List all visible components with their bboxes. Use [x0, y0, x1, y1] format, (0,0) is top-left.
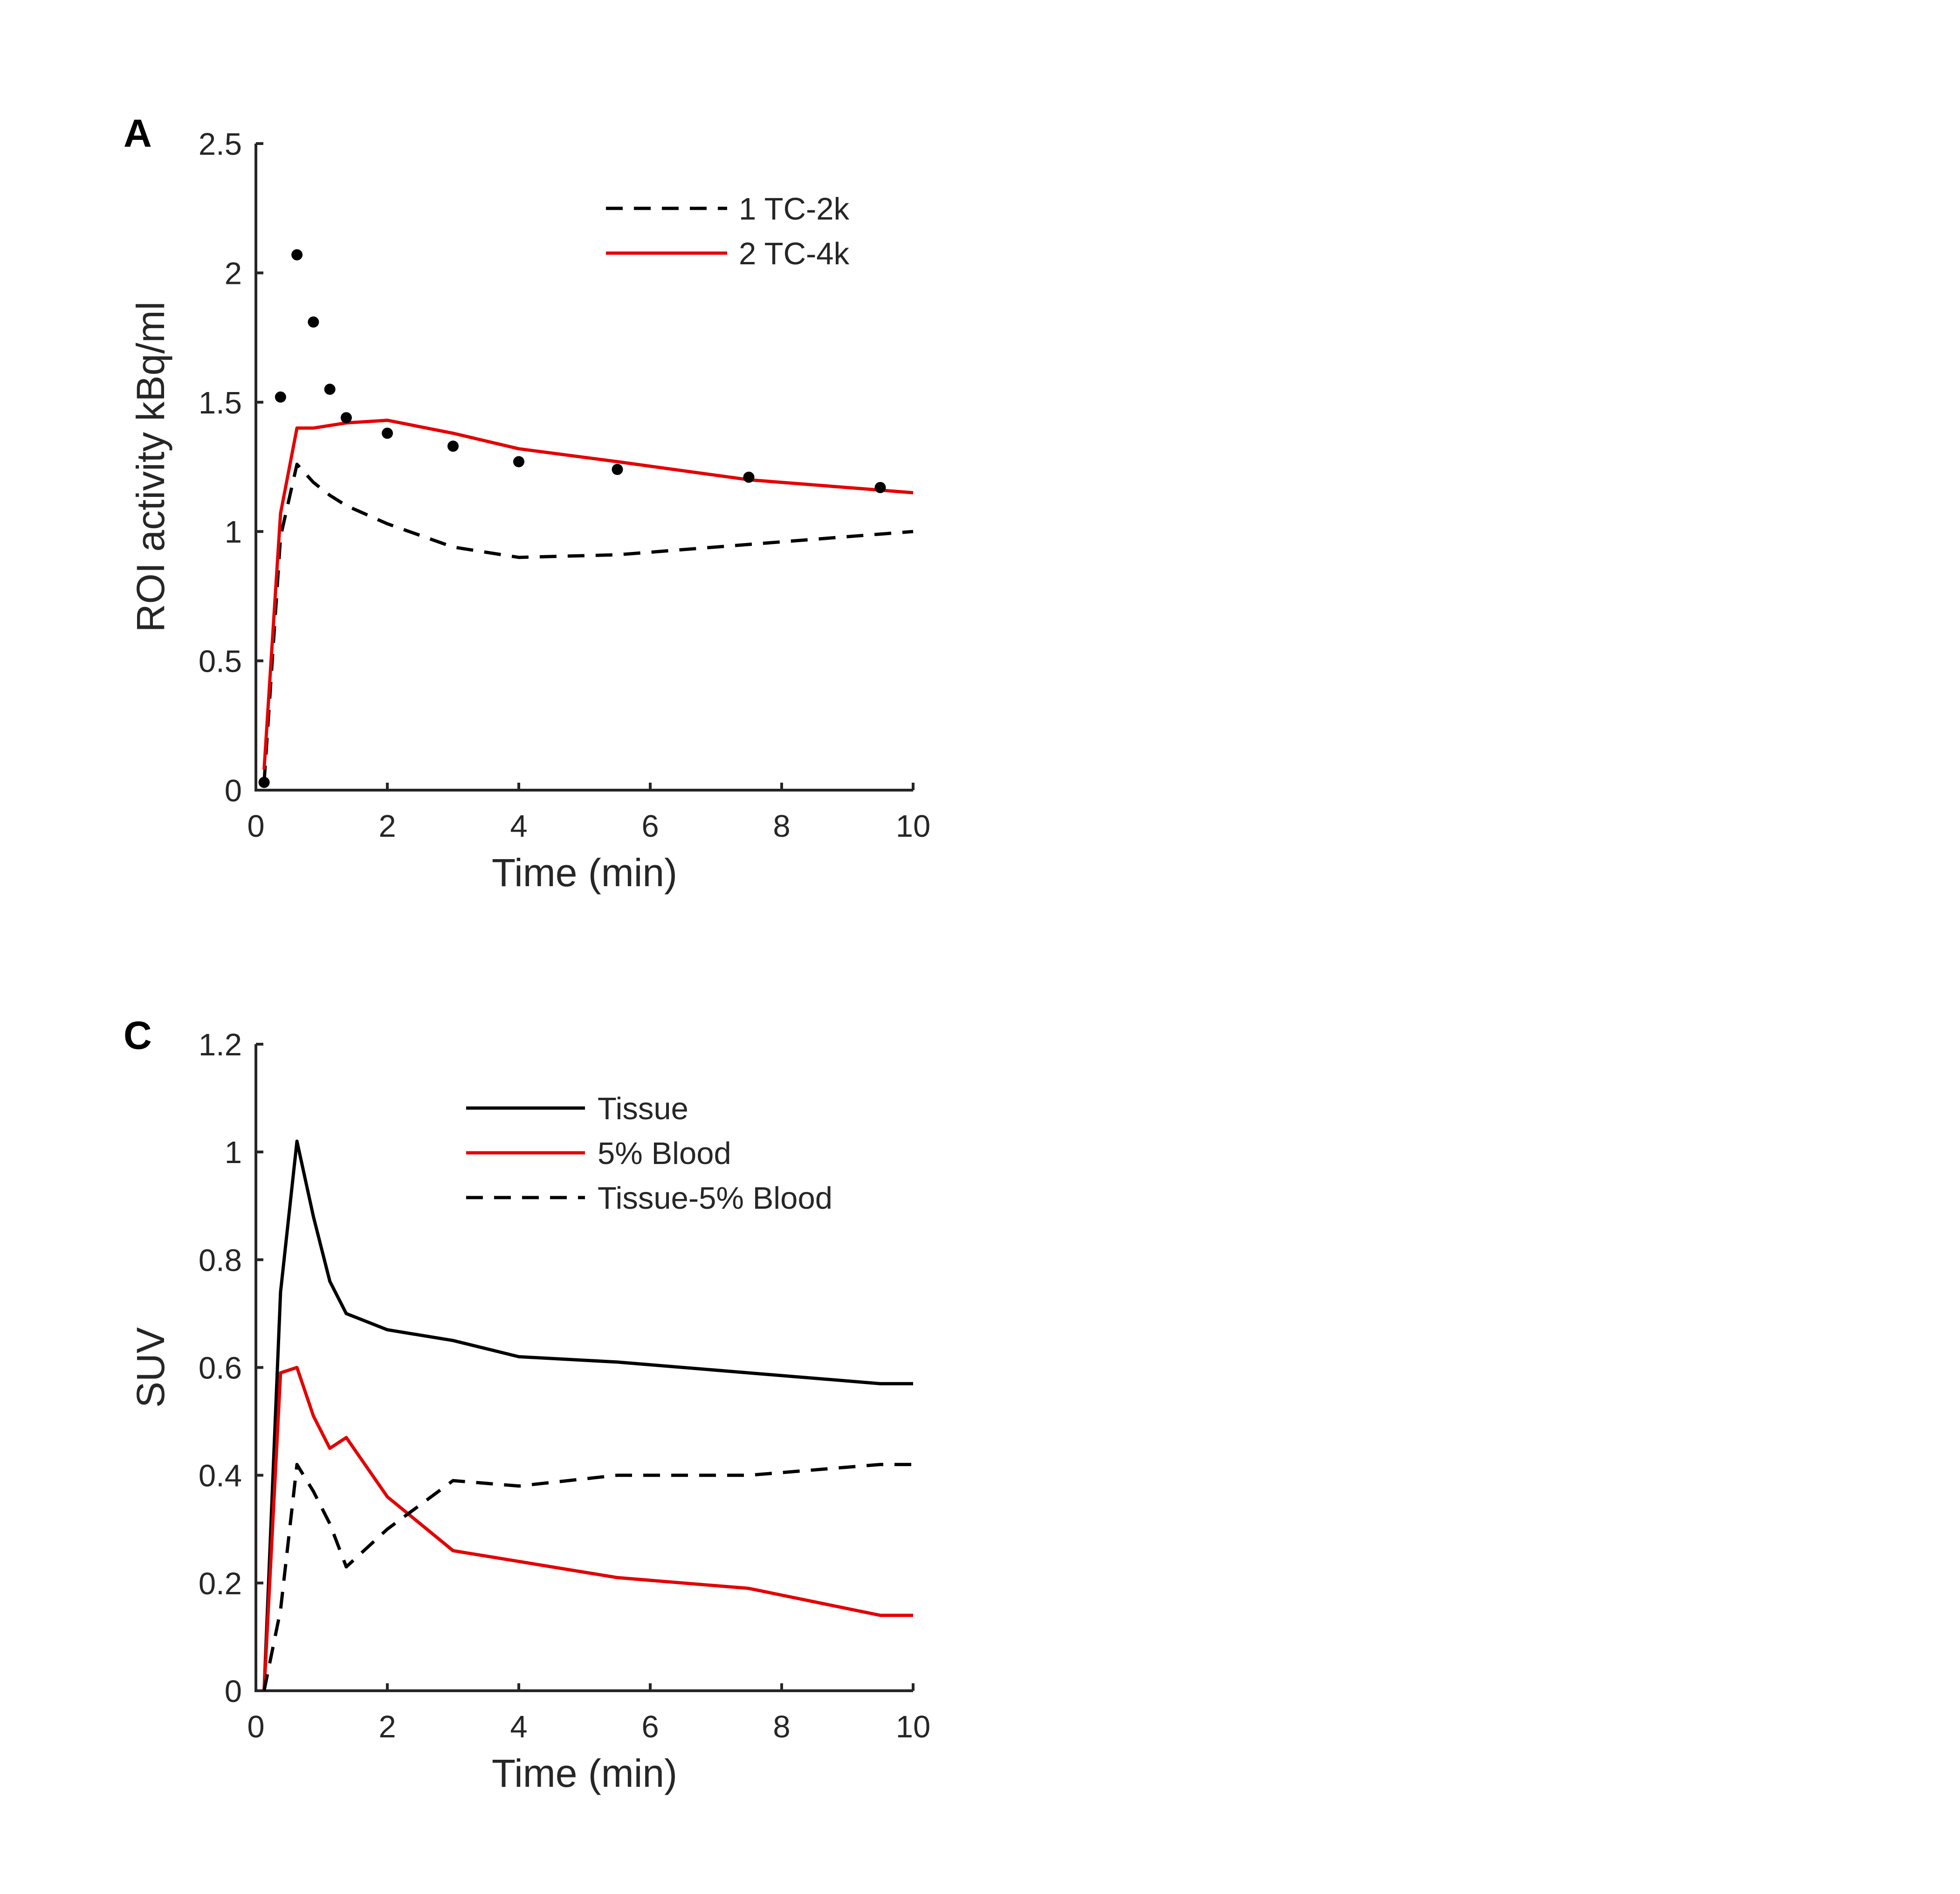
y-tick-label: 0	[225, 1674, 242, 1709]
series-line	[262, 462, 914, 783]
y-tick-label: 0.4	[199, 1459, 242, 1494]
y-tick-label: 0	[225, 773, 242, 808]
x-tick-label: 10	[896, 809, 931, 844]
panel-label: A	[124, 111, 152, 155]
data-point	[275, 391, 286, 403]
legend-label: 1 TC-2k	[739, 192, 850, 227]
panel-a: A 0 2 4 6 8 10 0 0.5 1 1.5 2 2.5 Time (min) ROI activi…	[124, 111, 930, 895]
series-line	[262, 1463, 913, 1691]
data-point	[258, 777, 270, 788]
legend-entry: Tissue	[466, 1091, 688, 1126]
x-tick-label: 0	[247, 1709, 264, 1744]
legend-entry: 1 TC-2k	[606, 192, 850, 227]
x-tick-label: 0	[247, 809, 264, 844]
data-point	[447, 441, 459, 452]
y-tick-label: 1	[225, 1135, 242, 1170]
x-tick-label: 10	[896, 1709, 931, 1744]
legend-entry: 5% Blood	[466, 1136, 731, 1171]
data-point	[382, 427, 393, 439]
y-tick-label: 2	[225, 256, 242, 291]
data-point	[291, 249, 303, 261]
legend-label: Tissue-5% Blood	[598, 1181, 832, 1216]
y-tick-label: 0.2	[199, 1566, 242, 1601]
x-tick-label: 4	[510, 1709, 527, 1744]
legend-label: 2 TC-4k	[739, 236, 850, 271]
data-point	[874, 482, 886, 493]
legend-entry: 2 TC-4k	[606, 236, 850, 271]
y-axis-title: ROI activity kBq/ml	[129, 302, 172, 632]
data-point	[743, 471, 755, 483]
data-point	[612, 464, 623, 475]
x-tick-label: 6	[641, 809, 659, 844]
legend-label: 5% Blood	[598, 1136, 731, 1171]
y-tick-label: 0.6	[199, 1351, 242, 1386]
x-tick-label: 8	[773, 1709, 790, 1744]
series-tissue-5-blood	[262, 1463, 913, 1691]
x-tick-label: 6	[641, 1709, 659, 1744]
panel-c: C 0 2 4 6 8 10 0 0.2 0.4 0.6 0.8 1 1.2 Time (min) SUV Ti…	[124, 1013, 930, 1795]
series-line	[262, 1366, 913, 1691]
x-tick-label: 2	[378, 809, 396, 844]
y-tick-label: 2.5	[199, 127, 242, 162]
series-5-blood	[262, 1366, 913, 1691]
series-tissue	[262, 1139, 913, 1691]
x-axis-title: Time (min)	[492, 1751, 677, 1795]
y-tick-label: 1.5	[199, 386, 242, 420]
data-point	[513, 456, 524, 468]
legend-label: Tissue	[598, 1091, 688, 1126]
series-markers	[258, 249, 886, 788]
panel-label: C	[124, 1013, 152, 1057]
y-tick-label: 1.2	[199, 1027, 242, 1062]
y-tick-label: 1	[225, 515, 242, 550]
x-tick-label: 4	[510, 809, 527, 844]
legend-entry: Tissue-5% Blood	[466, 1181, 832, 1216]
data-point	[308, 316, 319, 328]
y-axis-title: SUV	[129, 1327, 172, 1408]
x-axis-title: Time (min)	[492, 851, 677, 895]
y-tick-label: 0.8	[199, 1243, 242, 1278]
y-tick-label: 0.5	[199, 644, 242, 679]
x-tick-label: 2	[378, 1709, 396, 1744]
x-tick-label: 8	[773, 809, 790, 844]
series-line	[262, 1139, 913, 1691]
data-point	[324, 384, 336, 395]
series-1-tc-2k	[262, 462, 914, 783]
data-point	[340, 412, 352, 424]
